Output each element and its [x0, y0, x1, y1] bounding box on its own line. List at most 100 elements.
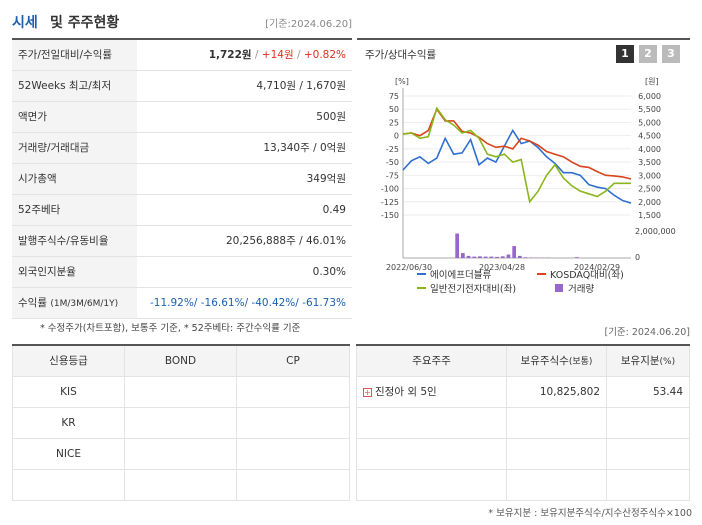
empty-cell: [606, 437, 690, 470]
left-tick-label: -50: [386, 158, 399, 167]
row-label: 액면가: [12, 101, 137, 133]
table-header-row: 신용등급 BOND CP: [12, 344, 350, 377]
row-value: 0.49: [137, 194, 352, 226]
holders-reference-date: [기준: 2024.06.20]: [604, 327, 690, 338]
column-header: CP: [236, 344, 350, 377]
column-header: 주요주주: [356, 344, 507, 377]
right-tick-label: 5,000: [638, 118, 661, 127]
left-tick-label: -100: [381, 185, 399, 194]
table-row: 수익률 (1M/3M/6M/1Y) -11.92%/ -16.61%/ -40.…: [12, 287, 352, 319]
table-row: [356, 468, 690, 501]
price-value: 1,722원 / +14원 / +0.82%: [137, 39, 352, 71]
empty-cell: [606, 406, 690, 439]
legend-label: KOSDAQ대비(좌): [550, 270, 624, 281]
legend-label: 일반전기전자대비(좌): [430, 284, 516, 295]
table-row: 주가/전일대비/수익률 1,722원 / +14원 / +0.82%: [12, 39, 352, 71]
table-row: KIS: [12, 375, 350, 408]
cp-cell: [236, 468, 350, 501]
cp-cell: [236, 437, 350, 470]
left-tick-label: -150: [381, 211, 399, 220]
volume-bar: [489, 256, 494, 258]
table-row: 52주베타 0.49: [12, 194, 352, 226]
volume-bar: [472, 256, 477, 258]
right-tick-label: 1,500: [638, 211, 661, 220]
volume-bar: [512, 246, 516, 258]
empty-cell: [606, 468, 690, 501]
table-row: 외국인지분율 0.30%: [12, 256, 352, 288]
volume-bar: [461, 253, 465, 258]
footnote-basis: * 수정주가(차트포함), 보통주 기준, * 52주베타: 주간수익률 기준: [40, 323, 301, 334]
table-row: 거래량/거래대금 13,340주 / 0억원: [12, 132, 352, 164]
table-row: 52Weeks 최고/최저 4,710원 / 1,670원: [12, 70, 352, 102]
price-chart: [%] [원] 75 6,000 50 5,500 25 5,000 0 4,500 -25 4,00…: [381, 77, 676, 295]
x-tick-label: 2023/04/28: [479, 263, 525, 272]
right-tick-label: 3,500: [638, 158, 661, 167]
right-tick-label: 6,000: [638, 92, 661, 101]
right-tick-label: 2,500: [638, 185, 661, 194]
x-tick-label: 2024/02/29: [574, 263, 620, 272]
volume-bar: [483, 256, 488, 258]
row-label: 외국인지분율: [12, 256, 137, 288]
bond-cell: [124, 468, 237, 501]
series-line: [402, 107, 632, 180]
legend-swatch: [555, 284, 563, 292]
shareholder-name[interactable]: + 진정아 외 5인: [356, 375, 507, 408]
empty-cell: [356, 468, 507, 501]
table-row: 시가총액 349억원: [12, 163, 352, 195]
right-tick-label: 4,000: [638, 145, 661, 154]
price-info-table: 주가/전일대비/수익률 1,722원 / +14원 / +0.82% 52Wee…: [12, 38, 352, 319]
right-axis-unit: [원]: [645, 77, 659, 86]
row-value: 500원: [137, 101, 352, 133]
column-header: 신용등급: [12, 344, 125, 377]
table-row: [356, 406, 690, 439]
agency-cell: [12, 468, 125, 501]
legend-label: 에이에프더블류: [430, 270, 491, 281]
column-header: 보유주식수(보통): [506, 344, 607, 377]
left-tick-label: 75: [389, 92, 399, 101]
row-value: 20,256,888주 / 46.01%: [137, 225, 352, 257]
volume-bar: [518, 255, 522, 258]
volume-bar: [466, 255, 471, 258]
volume-bar: [478, 256, 482, 258]
credit-rating-table: 신용등급 BOND CP KIS KR NICE: [12, 344, 350, 501]
right-tick-label: 4,500: [638, 132, 661, 141]
left-tick-label: 25: [389, 118, 399, 127]
table-header-row: 주요주주 보유주식수(보통) 보유지분(%): [356, 344, 690, 377]
holders-footnote: * 보유지분 : 보유지분주식수/지수산정주식수×100: [488, 508, 692, 519]
empty-cell: [506, 406, 607, 439]
shares-cell: 10,825,802: [506, 375, 607, 408]
chart-panel: 주가/상대수익률 1 2 3 [%] [원] 75 6,000 50 5,500 25 5,0…: [357, 38, 690, 312]
left-tick-label: 50: [389, 105, 399, 114]
cp-cell: [236, 406, 350, 439]
table-row: + 진정아 외 5인 10,825,802 53.44: [356, 375, 690, 408]
bond-cell: [124, 375, 237, 408]
row-value: 349억원: [137, 163, 352, 195]
row-label: 주가/전일대비/수익률: [12, 39, 137, 71]
section-header: 시세 및 주주현황 [기준:2024.06.20]: [12, 10, 352, 36]
chart-tab-2[interactable]: 2: [639, 45, 657, 63]
agency-cell: KIS: [12, 375, 125, 408]
row-label: 수익률 (1M/3M/6M/1Y): [12, 287, 137, 319]
column-header: BOND: [124, 344, 237, 377]
expand-icon[interactable]: +: [363, 387, 372, 397]
section-title-main: 시세: [12, 15, 38, 31]
cp-cell: [236, 375, 350, 408]
row-label: 발행주식수/유동비율: [12, 225, 137, 257]
reference-date: [기준:2024.06.20]: [265, 19, 352, 30]
series-line: [402, 128, 632, 204]
table-row: NICE: [12, 437, 350, 470]
percent-cell: 53.44: [606, 375, 690, 408]
row-value: 4,710원 / 1,670원: [137, 70, 352, 102]
right-tick-label: 2,000: [638, 198, 661, 207]
table-row: 발행주식수/유동비율 20,256,888주 / 46.01%: [12, 225, 352, 257]
volume-bar: [455, 233, 459, 258]
row-label: 52Weeks 최고/최저: [12, 70, 137, 102]
volume-bar: [495, 256, 499, 258]
volume-bar: [506, 254, 511, 258]
chart-tab-3[interactable]: 3: [662, 45, 680, 63]
chart-tab-1[interactable]: 1: [616, 45, 634, 63]
series-line: [402, 106, 631, 204]
empty-cell: [506, 468, 607, 501]
left-tick-label: -125: [381, 198, 399, 207]
table-row: KR: [12, 406, 350, 439]
